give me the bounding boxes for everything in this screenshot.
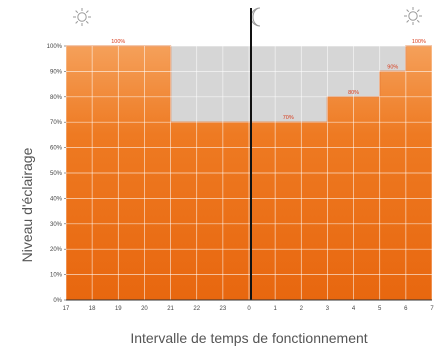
x-tick-label: 6 (404, 306, 408, 312)
x-tick-label: 3 (326, 306, 330, 312)
x-tick-label: 18 (89, 306, 96, 312)
value-label: 100% (111, 39, 125, 45)
y-tick-label: 60% (50, 146, 63, 152)
x-tick-label: 7 (430, 306, 434, 312)
y-tick-label: 50% (50, 171, 63, 177)
y-tick-label: 20% (50, 247, 63, 253)
value-label: 90% (387, 64, 398, 70)
y-tick-label: 90% (50, 69, 63, 75)
x-tick-label: 4 (352, 306, 356, 312)
x-tick-label: 17 (63, 306, 70, 312)
x-tick-label: 22 (193, 306, 200, 312)
x-tick-label: 19 (115, 306, 122, 312)
y-tick-label: 30% (50, 222, 63, 228)
moon-icon (250, 7, 261, 27)
y-tick-label: 10% (50, 273, 63, 279)
x-tick-label: 2 (300, 306, 304, 312)
x-tick-label: 23 (220, 306, 227, 312)
sun-icon (73, 8, 91, 26)
x-tick-label: 0 (247, 306, 251, 312)
sun-icon (404, 7, 422, 25)
y-tick-label: 80% (50, 95, 63, 101)
y-axis-title: Niveau d'éclairage (19, 147, 35, 262)
x-tick-label: 20 (141, 306, 148, 312)
x-tick-label: 21 (167, 306, 174, 312)
y-tick-label: 40% (50, 196, 63, 202)
value-label: 70% (283, 115, 294, 121)
y-tick-label: 70% (50, 120, 63, 126)
x-tick-label: 1 (273, 306, 277, 312)
x-axis-title: Intervalle de temps de fonctionnement (130, 330, 367, 346)
y-tick-label: 100% (47, 44, 63, 50)
value-label: 80% (348, 90, 359, 96)
value-label: 100% (412, 39, 426, 45)
x-tick-label: 5 (378, 306, 382, 312)
y-tick-label: 0% (53, 298, 62, 304)
